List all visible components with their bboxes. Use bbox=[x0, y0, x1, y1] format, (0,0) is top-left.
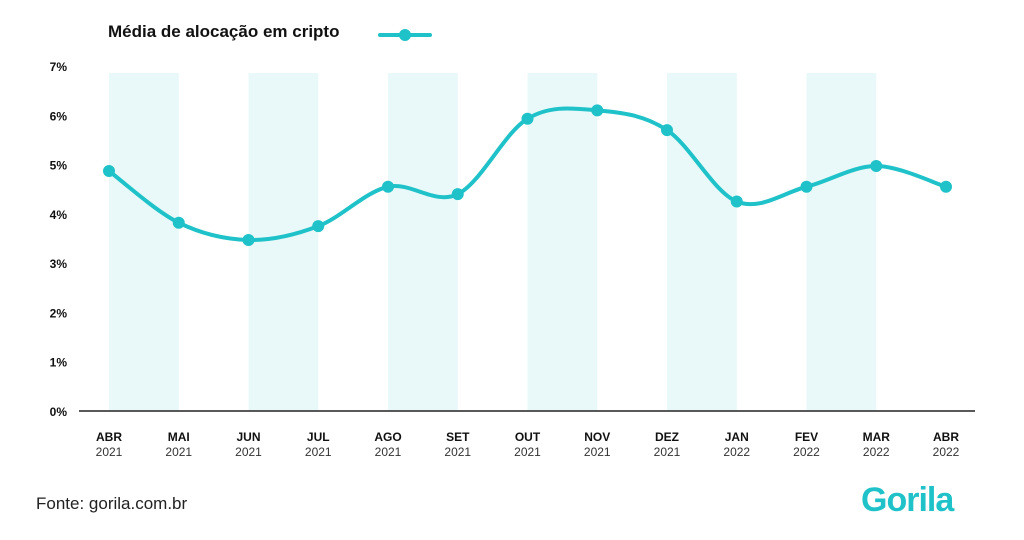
shaded-band bbox=[109, 73, 179, 411]
y-tick-label: 0% bbox=[50, 405, 68, 419]
data-point bbox=[591, 104, 604, 117]
x-tick-year: 2022 bbox=[933, 445, 960, 459]
data-point bbox=[870, 160, 883, 173]
x-tick-year: 2022 bbox=[793, 445, 820, 459]
x-tick-month: ABR bbox=[96, 430, 122, 444]
logo-wordmark: Gorila bbox=[861, 481, 954, 519]
x-tick-month: AGO bbox=[374, 430, 401, 444]
x-tick-year: 2021 bbox=[654, 445, 681, 459]
x-tick-month: OUT bbox=[515, 430, 541, 444]
y-tick-label: 4% bbox=[50, 208, 68, 222]
data-point bbox=[242, 233, 255, 246]
x-tick-year: 2021 bbox=[375, 445, 402, 459]
data-point bbox=[800, 180, 813, 193]
shaded-band bbox=[388, 73, 458, 411]
x-tick-year: 2021 bbox=[305, 445, 332, 459]
data-point bbox=[451, 188, 464, 201]
x-tick-year: 2021 bbox=[514, 445, 541, 459]
x-tick-year: 2021 bbox=[235, 445, 262, 459]
x-tick-month: MAI bbox=[168, 430, 190, 444]
data-point bbox=[312, 220, 325, 233]
data-point bbox=[730, 195, 743, 208]
gorila-logo: Gorila bbox=[861, 480, 979, 520]
shaded-band bbox=[527, 73, 598, 411]
legend-label: Média de alocação em cripto bbox=[108, 22, 340, 41]
data-point bbox=[661, 124, 673, 137]
y-tick-label: 1% bbox=[50, 356, 68, 370]
data-point bbox=[940, 180, 952, 193]
x-tick-month: NOV bbox=[584, 430, 610, 444]
legend-swatch bbox=[378, 29, 432, 41]
x-tick-month: JAN bbox=[725, 430, 749, 444]
y-tick-label: 7% bbox=[50, 60, 68, 74]
data-point bbox=[103, 164, 115, 177]
x-tick-month: SET bbox=[446, 430, 470, 444]
x-tick-month: FEV bbox=[795, 430, 818, 444]
data-point bbox=[172, 216, 185, 229]
shaded-band bbox=[248, 73, 319, 411]
x-tick-year: 2021 bbox=[584, 445, 611, 459]
line-chart: 0%1%2%3%4%5%6%7%ABR2021MAI2021JUN2021JUL… bbox=[50, 60, 975, 459]
x-tick-year: 2021 bbox=[165, 445, 192, 459]
data-point bbox=[521, 112, 534, 125]
y-tick-label: 3% bbox=[50, 257, 68, 271]
x-tick-month: JUN bbox=[236, 430, 260, 444]
y-tick-label: 2% bbox=[50, 306, 68, 320]
x-tick-month: ABR bbox=[933, 430, 959, 444]
x-tick-year: 2021 bbox=[96, 445, 123, 459]
x-tick-month: DEZ bbox=[655, 430, 679, 444]
x-tick-month: MAR bbox=[863, 430, 891, 444]
data-point bbox=[382, 180, 394, 193]
shaded-band bbox=[806, 73, 877, 411]
shaded-band bbox=[667, 73, 737, 411]
x-tick-year: 2022 bbox=[723, 445, 750, 459]
y-tick-label: 6% bbox=[50, 109, 68, 123]
x-tick-year: 2022 bbox=[863, 445, 890, 459]
x-tick-year: 2021 bbox=[444, 445, 471, 459]
x-tick-month: JUL bbox=[307, 430, 330, 444]
y-tick-label: 5% bbox=[50, 159, 68, 173]
source-caption: Fonte: gorila.com.br bbox=[36, 494, 188, 513]
